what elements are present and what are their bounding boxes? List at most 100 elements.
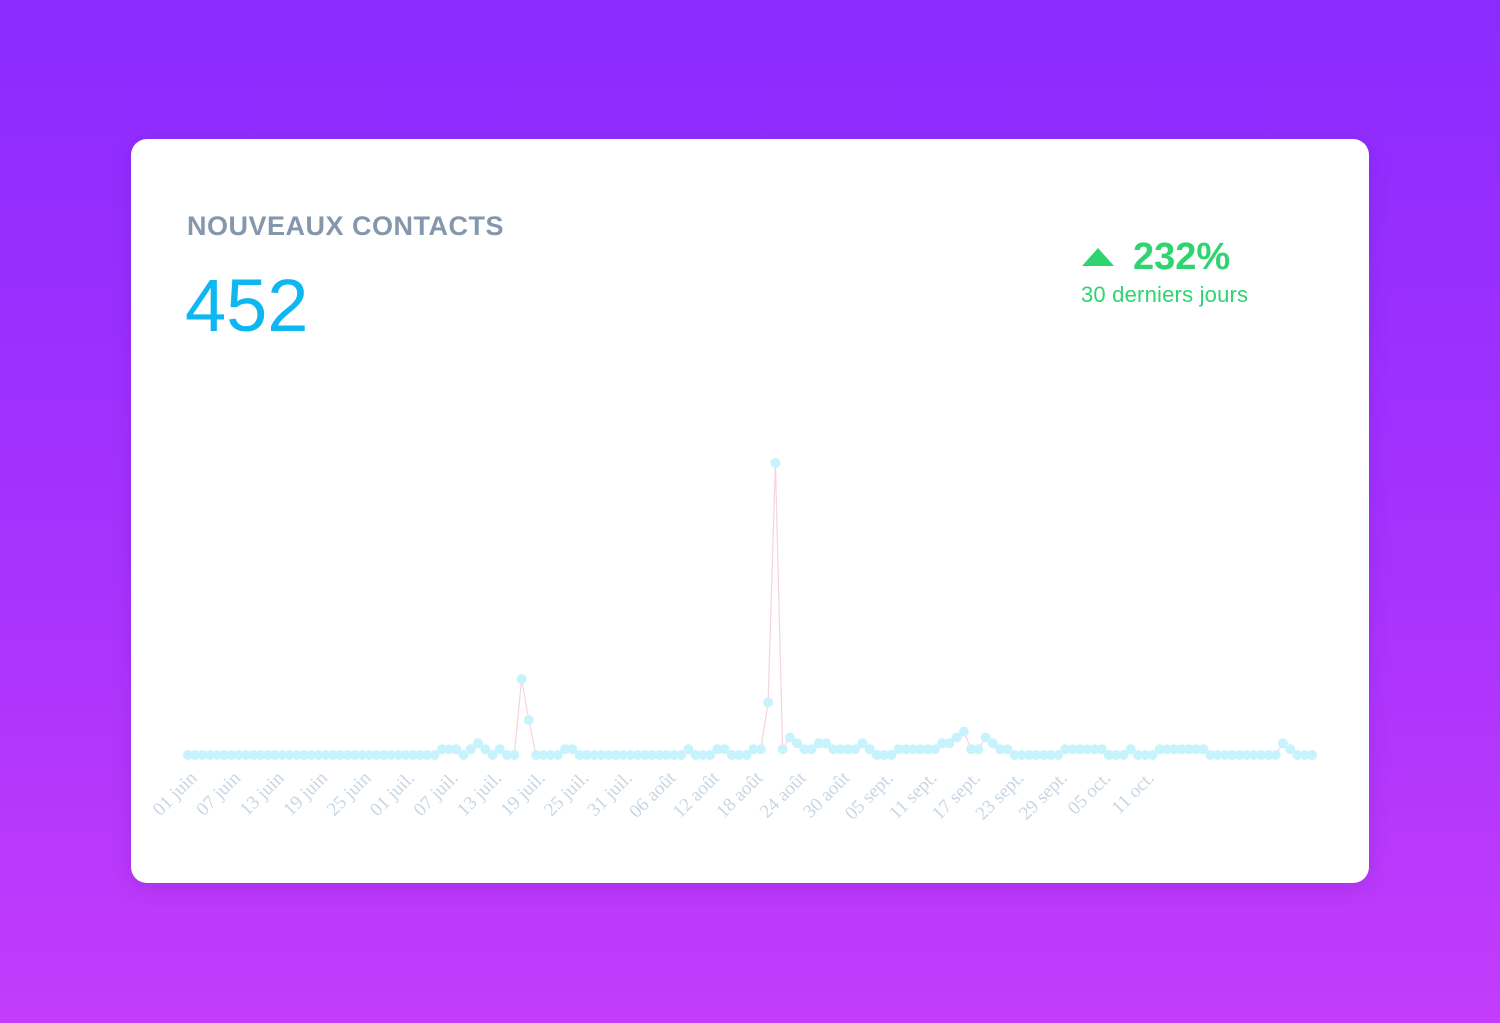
data-point[interactable] xyxy=(625,750,636,760)
data-point[interactable] xyxy=(1016,750,1027,760)
data-point[interactable] xyxy=(1133,750,1143,760)
data-point[interactable] xyxy=(429,750,440,760)
data-point[interactable] xyxy=(291,750,302,760)
data-point[interactable] xyxy=(458,750,469,760)
data-point[interactable] xyxy=(487,750,498,760)
data-point[interactable] xyxy=(719,744,730,755)
data-point[interactable] xyxy=(1198,744,1209,755)
data-point[interactable] xyxy=(937,738,948,749)
data-point[interactable] xyxy=(465,744,476,755)
data-point[interactable] xyxy=(386,750,396,760)
data-point[interactable] xyxy=(407,750,418,760)
data-point[interactable] xyxy=(944,738,955,749)
data-point[interactable] xyxy=(987,738,998,749)
data-point[interactable] xyxy=(328,750,338,760)
data-point[interactable] xyxy=(422,750,433,760)
data-point[interactable] xyxy=(538,750,549,760)
data-point[interactable] xyxy=(951,732,962,743)
data-point[interactable] xyxy=(393,750,404,760)
data-point[interactable] xyxy=(342,750,353,760)
data-point[interactable] xyxy=(1263,750,1274,760)
data-point[interactable] xyxy=(378,750,389,760)
data-point[interactable] xyxy=(1227,750,1238,760)
data-point[interactable] xyxy=(1096,744,1107,755)
data-point[interactable] xyxy=(1169,744,1180,755)
data-point[interactable] xyxy=(1176,744,1187,755)
data-point[interactable] xyxy=(864,744,875,755)
data-point[interactable] xyxy=(973,744,984,755)
data-point[interactable] xyxy=(494,744,505,755)
data-point[interactable] xyxy=(755,744,766,755)
data-point[interactable] xyxy=(1307,750,1317,760)
data-point[interactable] xyxy=(502,750,513,760)
data-point[interactable] xyxy=(183,750,193,760)
data-point[interactable] xyxy=(1220,750,1230,760)
data-point[interactable] xyxy=(1162,744,1172,755)
data-point[interactable] xyxy=(523,715,534,725)
data-point[interactable] xyxy=(364,750,375,760)
data-point[interactable] xyxy=(444,744,455,755)
data-point[interactable] xyxy=(712,744,723,755)
data-point[interactable] xyxy=(1031,750,1042,760)
data-point[interactable] xyxy=(668,750,679,760)
data-point[interactable] xyxy=(929,744,940,755)
data-point[interactable] xyxy=(531,750,542,760)
data-point[interactable] xyxy=(792,738,803,749)
data-point[interactable] xyxy=(726,750,737,760)
data-point[interactable] xyxy=(357,750,367,760)
data-point[interactable] xyxy=(661,750,672,760)
data-point[interactable] xyxy=(320,750,331,760)
data-point[interactable] xyxy=(748,744,759,755)
data-point[interactable] xyxy=(915,744,926,755)
data-point[interactable] xyxy=(545,750,556,760)
data-point[interactable] xyxy=(480,744,491,755)
data-point[interactable] xyxy=(900,744,911,755)
data-point[interactable] xyxy=(1089,744,1100,755)
data-point[interactable] xyxy=(639,750,650,760)
data-point[interactable] xyxy=(284,750,295,760)
data-point[interactable] xyxy=(1024,750,1035,760)
data-point[interactable] xyxy=(610,750,621,760)
data-point[interactable] xyxy=(799,744,810,755)
data-point[interactable] xyxy=(842,744,853,755)
data-point[interactable] xyxy=(777,744,788,755)
data-point[interactable] xyxy=(255,750,266,760)
data-point[interactable] xyxy=(1299,750,1310,760)
data-point[interactable] xyxy=(1205,750,1216,760)
data-point[interactable] xyxy=(277,750,288,760)
data-point[interactable] xyxy=(451,744,462,755)
data-point[interactable] xyxy=(908,744,919,755)
data-point[interactable] xyxy=(1002,744,1013,755)
data-point[interactable] xyxy=(270,750,280,760)
data-point[interactable] xyxy=(705,750,716,760)
data-point[interactable] xyxy=(1154,744,1165,755)
data-point[interactable] xyxy=(690,750,701,760)
data-point[interactable] xyxy=(262,750,273,760)
data-point[interactable] xyxy=(850,744,861,755)
data-point[interactable] xyxy=(204,750,215,760)
data-point[interactable] xyxy=(821,738,832,749)
data-point[interactable] xyxy=(400,750,411,760)
data-point[interactable] xyxy=(567,744,578,755)
data-point[interactable] xyxy=(1125,744,1136,755)
data-point[interactable] xyxy=(1285,744,1296,755)
data-point[interactable] xyxy=(980,732,991,743)
data-point[interactable] xyxy=(596,750,607,760)
data-point[interactable] xyxy=(1147,750,1158,760)
data-point[interactable] xyxy=(1038,750,1049,760)
data-point[interactable] xyxy=(1292,750,1303,760)
data-point[interactable] xyxy=(893,744,904,755)
data-point[interactable] xyxy=(734,750,745,760)
data-point[interactable] xyxy=(1111,750,1122,760)
data-point[interactable] xyxy=(212,750,222,760)
data-point[interactable] xyxy=(1082,744,1093,755)
data-point[interactable] xyxy=(552,750,563,760)
data-point[interactable] xyxy=(676,750,687,760)
data-point[interactable] xyxy=(632,750,643,760)
data-point[interactable] xyxy=(306,750,317,760)
data-point[interactable] xyxy=(1140,750,1151,760)
data-point[interactable] xyxy=(1009,750,1020,760)
data-point[interactable] xyxy=(436,744,447,755)
data-point[interactable] xyxy=(647,750,658,760)
data-point[interactable] xyxy=(835,744,846,755)
